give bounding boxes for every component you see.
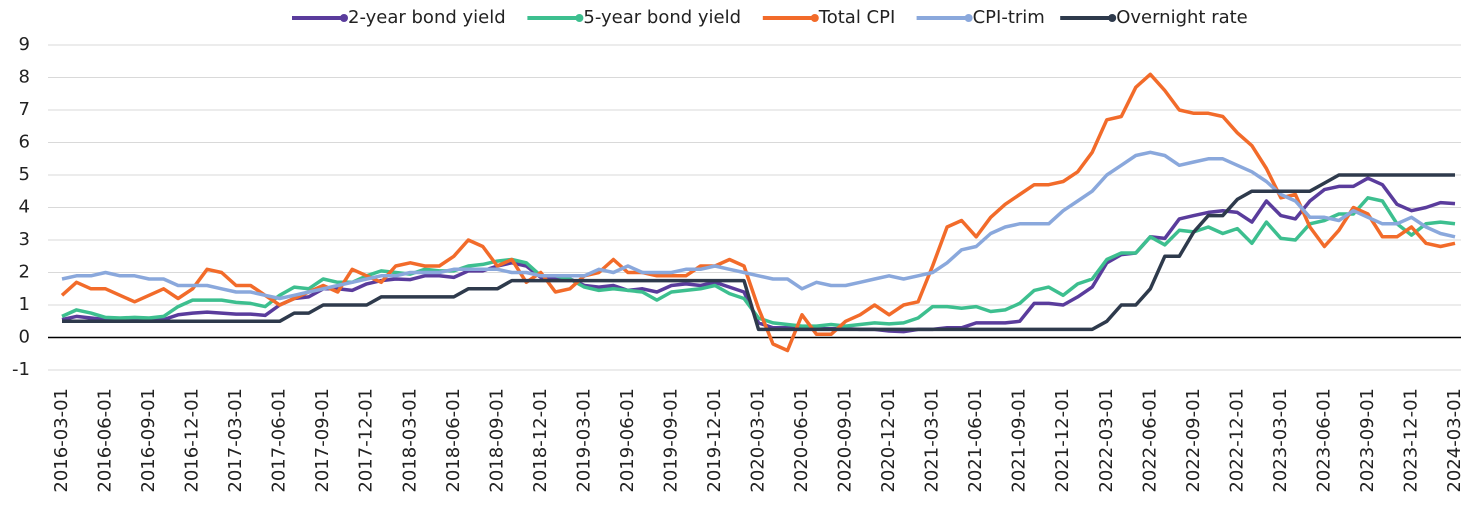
legend-label: 5-year bond yield [583, 7, 741, 28]
legend-marker [340, 14, 348, 22]
x-tick-label: 2023-09-01 [1357, 388, 1378, 493]
x-tick-label: 2022-12-01 [1226, 388, 1247, 493]
x-tick-label: 2019-03-01 [573, 388, 594, 493]
x-tick-label: 2017-06-01 [269, 388, 290, 493]
x-tick-label: 2021-12-01 [1052, 388, 1073, 493]
x-tick-label: 2022-09-01 [1183, 388, 1204, 493]
x-tick-label: 2019-06-01 [617, 388, 638, 493]
x-tick-label: 2023-03-01 [1270, 388, 1291, 493]
x-tick-label: 2022-06-01 [1139, 388, 1160, 493]
x-tick-label: 2020-12-01 [878, 388, 899, 493]
series-line [62, 173, 1455, 332]
x-tick-label: 2016-09-01 [138, 388, 159, 493]
y-tick-label: 3 [19, 229, 30, 250]
x-tick-label: 2018-03-01 [399, 388, 420, 493]
x-tick-label: 2016-12-01 [182, 388, 203, 493]
y-tick-label: 1 [19, 294, 30, 315]
x-tick-label: 2017-12-01 [356, 388, 377, 493]
y-tick-label: 7 [19, 99, 30, 120]
y-tick-label: 5 [19, 164, 30, 185]
x-tick-label: 2020-03-01 [748, 388, 769, 493]
x-tick-label: 2019-12-01 [704, 388, 725, 493]
x-tick-label: 2016-03-01 [51, 388, 72, 493]
x-tick-label: 2020-09-01 [835, 388, 856, 493]
legend-label: CPI-trim [973, 7, 1045, 28]
x-tick-label: 2020-06-01 [791, 388, 812, 493]
legend-marker [1108, 14, 1117, 22]
y-tick-label: 4 [19, 197, 30, 218]
series-line [60, 72, 1456, 353]
x-tick-label: 2018-06-01 [443, 388, 464, 493]
y-tick-label: 9 [19, 34, 30, 55]
legend-marker [964, 14, 973, 22]
x-tick-label: 2018-09-01 [486, 388, 507, 493]
y-tick-label: 6 [19, 132, 30, 153]
x-tick-label: 2017-03-01 [225, 388, 246, 493]
series-line [61, 196, 1456, 328]
y-tick-label: 2 [19, 262, 30, 283]
series-line [61, 150, 1456, 301]
x-tick-label: 2016-06-01 [95, 388, 116, 493]
y-tick-label: -1 [12, 359, 30, 380]
x-tick-label: 2018-12-01 [530, 388, 551, 493]
legend-marker [575, 14, 584, 22]
x-tick-label: 2017-09-01 [312, 388, 333, 493]
x-tick-label: 2022-03-01 [1096, 388, 1117, 493]
legend-marker [810, 14, 819, 22]
legend-label: Total CPI [818, 7, 896, 28]
x-tick-label: 2021-06-01 [965, 388, 986, 493]
legend-label: Overnight rate [1116, 7, 1248, 28]
x-tick-label: 2021-03-01 [922, 388, 943, 493]
y-tick-label: 8 [19, 67, 30, 88]
x-tick-label: 2023-12-01 [1400, 388, 1421, 493]
legend-label: 2-year bond yield [348, 7, 506, 28]
y-tick-label: 0 [19, 327, 30, 348]
x-tick-label: 2024-03-01 [1444, 388, 1465, 493]
x-tick-label: 2019-09-01 [660, 388, 681, 493]
x-tick-label: 2023-06-01 [1313, 388, 1334, 493]
x-tick-label: 2021-09-01 [1009, 388, 1030, 493]
